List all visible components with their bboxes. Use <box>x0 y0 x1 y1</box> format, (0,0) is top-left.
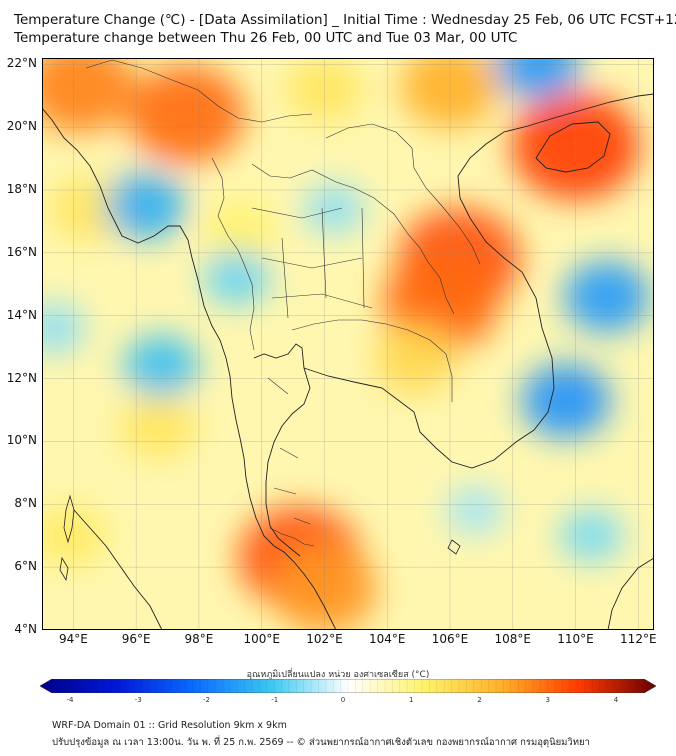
lat-label: 18°N <box>6 182 37 196</box>
colorbar-tick-label: 0 <box>340 696 346 704</box>
lat-lon-grid <box>42 58 654 630</box>
anomaly-blob-12 <box>119 393 197 459</box>
map-title-line1: Temperature Change (℃) - [Data Assimilat… <box>14 12 676 28</box>
map-panel <box>42 58 654 630</box>
colorbar-tick-label: 2 <box>477 696 482 704</box>
border-laos-vietnam <box>325 123 481 265</box>
border-myanmar-thailand <box>211 157 255 351</box>
coastline-borneo <box>607 557 654 630</box>
anomaly-blob-15 <box>123 334 199 398</box>
map-frame <box>42 58 654 630</box>
lon-label: 98°E <box>184 632 214 646</box>
anomaly-blob-14 <box>105 172 186 240</box>
coastlines <box>42 93 654 630</box>
anomaly-blob-16 <box>203 250 270 306</box>
colorbar-separators <box>59 679 637 693</box>
coastline-hainan <box>535 121 611 173</box>
lon-label: 110°E <box>557 632 594 646</box>
lon-label: 96°E <box>121 632 151 646</box>
lon-label: 112°E <box>620 632 657 646</box>
anomaly-blob-21 <box>446 486 505 535</box>
lon-label: 106°E <box>431 632 469 646</box>
colorbar <box>39 678 657 694</box>
border-thailand-laos <box>251 163 455 315</box>
anomaly-blob-10 <box>203 200 276 261</box>
coastline-cambodia-vietnam <box>303 93 654 469</box>
border-thailand-cambodia <box>291 319 453 402</box>
country-borders <box>85 59 481 547</box>
province-lines <box>251 207 373 525</box>
anomaly-blob-7 <box>373 324 458 395</box>
anomaly-shading <box>42 58 650 630</box>
nicobar-islands <box>59 556 69 582</box>
colorbar-tick-label: -3 <box>134 696 142 704</box>
lat-label: 16°N <box>6 244 37 259</box>
anomaly-blob-11 <box>50 176 128 242</box>
colorbar-tick-label: 3 <box>545 696 550 704</box>
lat-label: 6°N <box>14 559 37 574</box>
lat-label: 12°N <box>6 370 37 385</box>
colorbar-title: อุณหภูมิเปลี่ยนแปลง หน่วย องศาเซลเซียส (… <box>246 670 430 680</box>
lat-label: 22°N <box>6 56 37 71</box>
footer-update-info: ปรับปรุงข้อมูล ณ เวลา 13:00น. วัน พ. ที่… <box>52 737 590 748</box>
lon-label: 102°E <box>306 632 343 646</box>
anomaly-blob-17 <box>303 183 365 235</box>
anomaly-blob-19 <box>521 363 611 438</box>
lat-label: 4°N <box>14 622 37 636</box>
lat-label: 20°N <box>6 119 37 134</box>
anomaly-blob-22 <box>559 509 624 563</box>
islands <box>59 494 461 582</box>
lat-label: 8°N <box>14 496 37 511</box>
temperature-change-map <box>42 58 654 630</box>
anomaly-blob-0 <box>42 58 136 134</box>
map-title-line2: Temperature change between Thu 26 Feb, 0… <box>14 30 518 46</box>
anomaly-blob-13 <box>42 504 108 567</box>
lon-label: 94°E <box>58 632 88 646</box>
lon-label: 104°E <box>368 632 406 646</box>
border-china-myanmar <box>85 59 313 123</box>
anomaly-blob-1 <box>127 65 245 164</box>
natuna-islands <box>447 539 461 555</box>
coastline-gulf-of-thailand <box>253 343 311 557</box>
andaman-islands <box>63 494 75 544</box>
lon-label: 108°E <box>494 632 532 646</box>
footer-domain-info: WRF-DA Domain 01 :: Grid Resolution 9km … <box>52 720 287 731</box>
colorbar-gradient <box>39 678 657 694</box>
lon-label: 100°E <box>243 632 280 646</box>
colorbar-tick-label: -2 <box>203 696 210 704</box>
colorbar-tick-label: 1 <box>409 696 414 704</box>
colorbar-tick-label: -1 <box>271 696 279 704</box>
colorbar-tick-label: -4 <box>66 696 74 704</box>
anomaly-blob-18 <box>563 260 650 333</box>
coastline-sumatra <box>73 509 163 630</box>
colorbar-tick-label: 4 <box>613 696 619 704</box>
lat-label: 14°N <box>6 307 37 322</box>
anomaly-blob-20 <box>494 58 581 101</box>
coastline-myanmar-thailand <box>42 107 337 630</box>
lat-label: 10°N <box>6 433 37 448</box>
border-thailand-malaysia <box>269 527 315 547</box>
